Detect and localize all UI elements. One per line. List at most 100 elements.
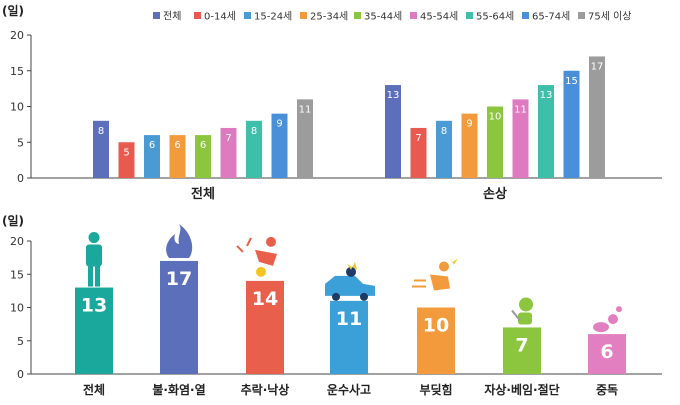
cut-blade xyxy=(511,309,521,322)
bar-value-label: 11 xyxy=(299,104,312,115)
bar-value-label: 6 xyxy=(200,140,206,151)
bar-value-label: 8 xyxy=(251,126,257,137)
y-tick-label: 15 xyxy=(10,65,24,78)
fall-impact xyxy=(256,266,266,277)
bar-injury-2 xyxy=(436,120,452,178)
x-category-label: 불·화염·열 xyxy=(152,382,205,397)
bar-value-label: 7 xyxy=(415,133,421,144)
pills-icon xyxy=(593,306,622,333)
legend-label-1: 0-14세 xyxy=(204,11,236,23)
y-tick-label: 15 xyxy=(10,268,24,281)
bar-value-label: 13 xyxy=(387,90,400,101)
x-category-label: 중독 xyxy=(596,383,618,397)
bar-3 xyxy=(330,300,368,374)
person-leg xyxy=(95,264,100,287)
person-icon xyxy=(86,232,102,287)
bar-6 xyxy=(588,334,626,374)
cut-icon xyxy=(511,297,533,325)
pill xyxy=(608,314,618,325)
x-category-label: 전체 xyxy=(83,382,105,397)
legend-label-5: 45-54세 xyxy=(420,11,458,23)
fall-head xyxy=(266,236,276,247)
x-category-label: 운수사고 xyxy=(327,382,371,397)
top-chart: (일) 0 5 10 15 20 8 5 6 6 6 7 8 9 11 전체 13 7 8 9 10 11 13 15 17 손상… xyxy=(2,4,662,202)
x-category-label: 추락·낙상 xyxy=(241,382,290,397)
bar-value-label: 7 xyxy=(515,334,528,356)
fall-motion xyxy=(246,237,252,247)
bar-value-label: 13 xyxy=(540,90,553,101)
bar-value-label: 13 xyxy=(81,295,107,317)
y-tick-label: 10 xyxy=(10,302,24,315)
x-category-label: 손상 xyxy=(483,187,507,202)
y-tick-label: 5 xyxy=(17,136,24,149)
bar-value-label: 6 xyxy=(174,140,180,151)
car-crash-icon xyxy=(325,261,375,301)
person-leg xyxy=(88,264,93,287)
bar-value-label: 8 xyxy=(441,126,447,137)
bar-value-label: 10 xyxy=(489,112,502,123)
legend-label-2: 15-24세 xyxy=(254,11,292,23)
bar-4 xyxy=(417,307,455,374)
bar-value-label: 11 xyxy=(514,104,527,115)
legend-swatch-5 xyxy=(410,12,417,19)
bar-value-label: 9 xyxy=(276,119,282,130)
legend-swatch-0 xyxy=(153,12,160,19)
bar-value-label: 9 xyxy=(466,119,472,130)
bar-total-0 xyxy=(93,120,109,178)
y-tick-label: 5 xyxy=(17,335,24,348)
bar-total-2 xyxy=(144,135,160,178)
fall-icon xyxy=(236,236,277,277)
bar-injury-4 xyxy=(487,106,503,178)
bar-value-label: 14 xyxy=(252,288,278,310)
fall-body xyxy=(255,249,277,266)
impact-head xyxy=(439,261,449,272)
legend-swatch-1 xyxy=(194,12,201,19)
bar-5 xyxy=(503,327,541,374)
legend-label-6: 55-64세 xyxy=(476,11,514,23)
bar-value-label: 6 xyxy=(600,341,613,363)
impact-icon xyxy=(412,256,458,291)
y-tick-label: 10 xyxy=(10,101,24,114)
pill xyxy=(593,322,609,333)
bar-value-label: 7 xyxy=(225,133,231,144)
y-tick-label: 20 xyxy=(10,29,24,42)
y-tick-label: 20 xyxy=(10,235,24,248)
fall-motion xyxy=(236,245,244,253)
bar-injury-3 xyxy=(461,113,478,178)
bar-injury-8 xyxy=(589,56,605,179)
bar-value-label: 5 xyxy=(123,147,129,158)
x-category-label: 자상·베임·절단 xyxy=(484,382,559,397)
legend-swatch-8 xyxy=(578,12,585,19)
legend-swatch-4 xyxy=(354,12,361,19)
crash-star xyxy=(347,261,357,270)
flame-shape xyxy=(166,223,193,258)
bar-injury-7 xyxy=(563,70,580,178)
bar-value-label: 11 xyxy=(336,308,362,330)
legend-swatch-2 xyxy=(244,12,251,19)
bar-total-1 xyxy=(118,142,135,178)
x-category-label: 전체 xyxy=(191,186,215,202)
bar-value-label: 6 xyxy=(149,140,155,151)
impact-body xyxy=(430,274,450,291)
cut-head xyxy=(519,297,533,312)
person-body xyxy=(86,244,102,267)
bar-total-3 xyxy=(169,135,186,178)
y-tick-label: 0 xyxy=(17,172,24,185)
legend-swatch-7 xyxy=(522,12,529,19)
flame-icon xyxy=(166,223,193,258)
cut-body xyxy=(518,312,532,325)
y-axis-label: (일) xyxy=(2,214,24,228)
bar-total-8 xyxy=(297,99,313,178)
legend-label-0: 전체 xyxy=(163,11,181,23)
car-wheel xyxy=(360,292,368,301)
car-body xyxy=(325,275,375,296)
bar-total-5 xyxy=(220,127,237,178)
bar-injury-1 xyxy=(410,127,427,178)
impact-star xyxy=(448,256,458,265)
person-head xyxy=(88,232,100,244)
bar-injury-0 xyxy=(385,85,401,178)
bar-injury-5 xyxy=(512,99,529,178)
bar-value-label: 17 xyxy=(591,61,604,72)
